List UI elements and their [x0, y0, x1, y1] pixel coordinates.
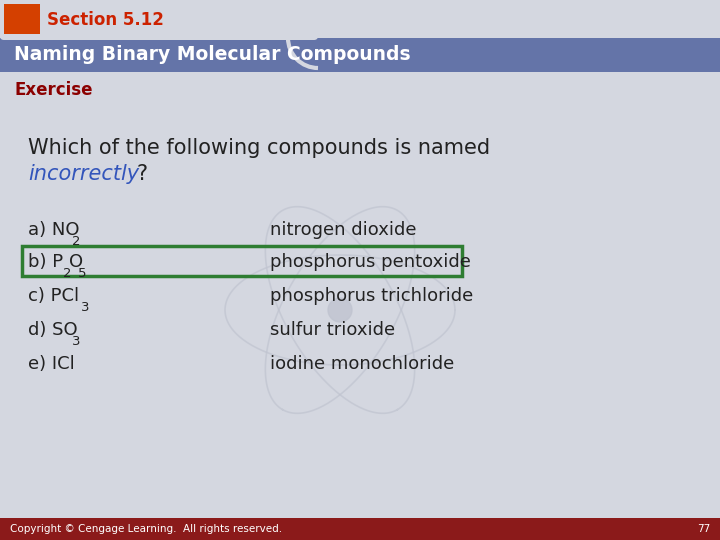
Text: Naming Binary Molecular Compounds: Naming Binary Molecular Compounds: [14, 45, 410, 64]
Text: Section 5.12: Section 5.12: [47, 11, 164, 29]
Text: 3: 3: [72, 335, 81, 348]
Bar: [4, 4, 40, 34]
Text: incorrectly: incorrectly: [28, 164, 139, 184]
Text: a) NO: a) NO: [28, 221, 79, 239]
FancyBboxPatch shape: [0, 0, 318, 40]
Text: O: O: [69, 253, 84, 271]
Text: 2: 2: [63, 267, 72, 280]
Bar: [4, 4, 40, 34]
Bar: [0, 0, 720, 38]
Text: 2: 2: [72, 235, 81, 248]
Text: phosphorus pentoxide: phosphorus pentoxide: [270, 253, 471, 271]
Text: ?: ?: [137, 164, 148, 184]
Text: phosphorus trichloride: phosphorus trichloride: [270, 287, 473, 305]
Bar: [0, 518, 720, 540]
Text: nitrogen dioxide: nitrogen dioxide: [270, 221, 416, 239]
Circle shape: [328, 298, 352, 322]
Text: Which of the following compounds is named: Which of the following compounds is name…: [28, 138, 490, 158]
Text: 3: 3: [81, 301, 89, 314]
Text: Copyright © Cengage Learning.  All rights reserved.: Copyright © Cengage Learning. All rights…: [10, 524, 282, 534]
Text: sulfur trioxide: sulfur trioxide: [270, 321, 395, 339]
Bar: [22, 246, 462, 276]
Text: iodine monochloride: iodine monochloride: [270, 355, 454, 373]
Text: 5: 5: [78, 267, 86, 280]
Text: c) PCl: c) PCl: [28, 287, 79, 305]
Text: 77: 77: [697, 524, 710, 534]
Text: d) SO: d) SO: [28, 321, 78, 339]
Text: e) ICl: e) ICl: [28, 355, 75, 373]
Bar: [0, 38, 720, 72]
Text: b) P: b) P: [28, 253, 63, 271]
Text: Exercise: Exercise: [14, 81, 92, 99]
